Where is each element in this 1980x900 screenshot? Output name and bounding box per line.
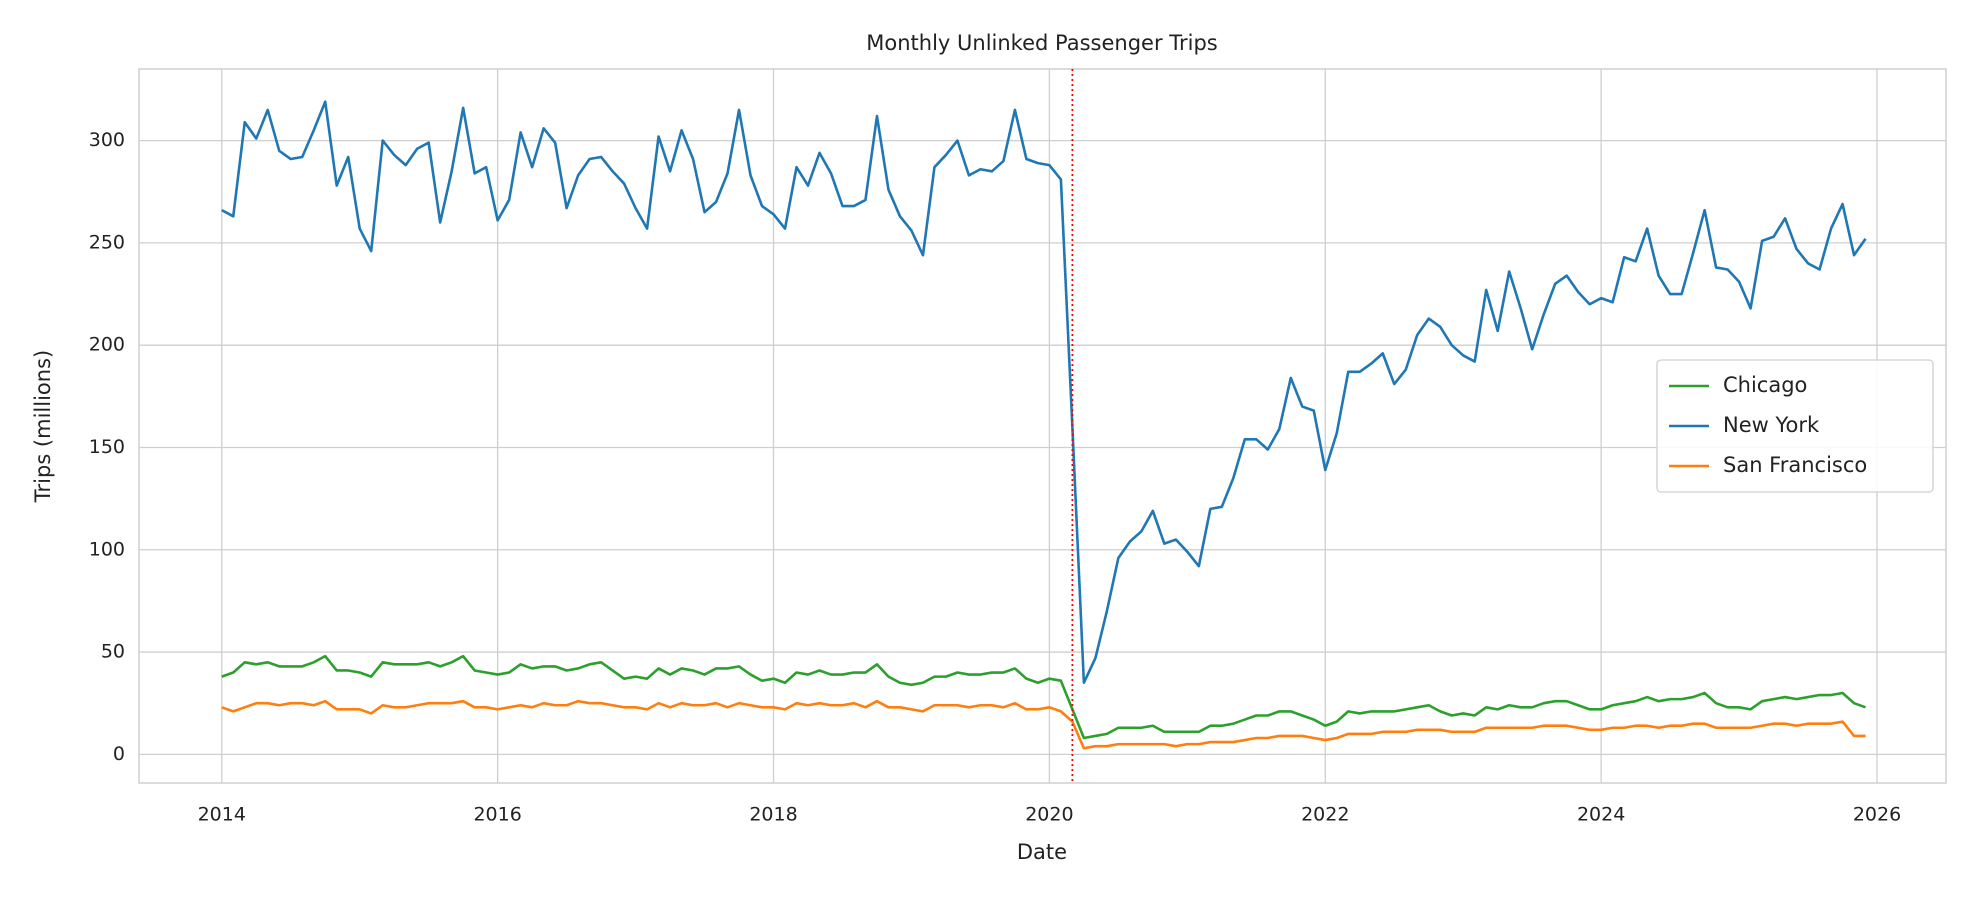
y-tick-label: 150 <box>89 436 125 458</box>
legend-label: Chicago <box>1723 373 1807 397</box>
y-tick-label: 50 <box>101 641 125 663</box>
chart-title: Monthly Unlinked Passenger Trips <box>866 31 1218 55</box>
x-tick-label: 2018 <box>749 804 797 826</box>
y-tick-label: 0 <box>113 743 125 765</box>
line-series <box>221 100 1867 685</box>
x-tick-label: 2020 <box>1025 804 1073 826</box>
x-tick-label: 2016 <box>473 804 521 826</box>
x-tick-label: 2024 <box>1577 804 1625 826</box>
line-series <box>221 699 1866 750</box>
x-tick-label: 2022 <box>1301 804 1349 826</box>
y-tick-label: 300 <box>89 129 125 151</box>
legend-label: San Francisco <box>1723 453 1867 477</box>
y-tick-label: 250 <box>89 231 125 253</box>
legend-label: New York <box>1723 413 1820 437</box>
y-tick-label: 100 <box>89 538 125 560</box>
y-tick-label: 200 <box>89 334 125 356</box>
plot-area <box>138 68 1947 784</box>
x-tick-label: 2014 <box>198 804 246 826</box>
x-axis-label: Date <box>1017 840 1067 864</box>
legend-box <box>1656 359 1934 493</box>
line-series <box>221 654 1866 740</box>
x-tick-label: 2026 <box>1853 804 1901 826</box>
y-axis-label: Trips (millions) <box>31 350 55 503</box>
